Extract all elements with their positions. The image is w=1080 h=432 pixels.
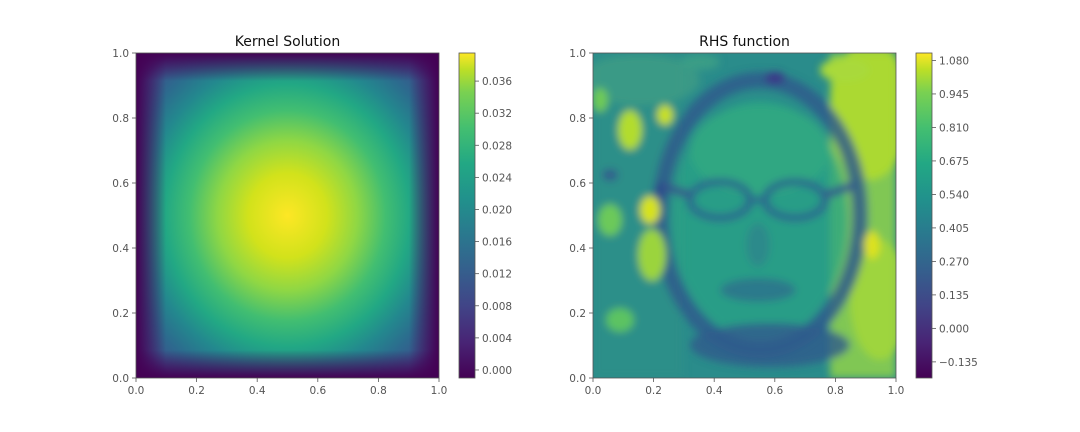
kernel-colorbar-tick-label: 0.008 [482,301,512,313]
rhs-x-tick-label: 1.0 [888,385,905,397]
kernel-x-tick-label: 0.8 [370,385,387,397]
kernel-colorbar-tick-label: 0.028 [482,140,512,152]
rhs-function-heatmap [593,53,896,378]
kernel-colorbar-tick-label: 0.020 [482,204,512,216]
rhs-colorbar [915,52,933,379]
kernel-y-tick-label: 0.2 [112,308,129,320]
kernel-colorbar-tick-label: 0.004 [482,333,512,345]
rhs-x-tick-label: 0.8 [827,385,844,397]
kernel-colorbar-tick-label: 0.012 [482,269,512,281]
rhs-colorbar-tick-label: 0.405 [939,223,969,235]
kernel-colorbar-tick-label: 0.024 [482,172,512,184]
rhs-colorbar-tick-label: 1.080 [939,55,969,67]
kernel-x-tick-label: 0.4 [249,385,266,397]
rhs-y-tick-label: 0.0 [569,373,586,385]
kernel-colorbar-tick-label: 0.016 [482,237,512,249]
rhs-chart-title: RHS function [699,34,790,50]
rhs-y-tick-label: 0.8 [569,113,586,125]
kernel-y-tick-label: 0.4 [112,243,129,255]
rhs-colorbar-tick-label: 0.270 [939,256,969,268]
kernel-x-tick-label: 0.2 [188,385,205,397]
kernel-y-tick-label: 0.0 [112,373,129,385]
kernel-x-tick-label: 0.6 [309,385,326,397]
rhs-colorbar-tick-label: 0.000 [939,323,969,335]
kernel-colorbar-tick-label: 0.032 [482,108,512,120]
rhs-x-tick-label: 0.2 [645,385,662,397]
rhs-x-tick-label: 0.0 [585,385,602,397]
kernel-axes-frame [135,52,440,379]
kernel-x-tick-label: 1.0 [431,385,448,397]
kernel-x-tick-label: 0.0 [128,385,145,397]
rhs-colorbar-tick-label: −0.135 [939,357,978,369]
rhs-y-tick-label: 0.6 [569,178,586,190]
rhs-colorbar-tick-label: 0.675 [939,156,969,168]
kernel-solution-heatmap [136,53,439,378]
kernel-y-tick-label: 1.0 [112,48,129,60]
rhs-colorbar-tick-label: 0.135 [939,290,969,302]
rhs-colorbar-tick-label: 0.810 [939,122,969,134]
rhs-colorbar-tick-label: 0.540 [939,189,969,201]
kernel-chart-title: Kernel Solution [235,34,340,50]
kernel-colorbar-tick-label: 0.000 [482,365,512,377]
kernel-y-tick-label: 0.6 [112,178,129,190]
kernel-colorbar-tick-label: 0.036 [482,76,512,88]
rhs-colorbar-tick-label: 0.945 [939,89,969,101]
rhs-axes-frame [592,52,897,379]
kernel-colorbar [458,52,476,379]
rhs-x-tick-label: 0.4 [706,385,723,397]
rhs-y-tick-label: 1.0 [569,48,586,60]
rhs-x-tick-label: 0.6 [766,385,783,397]
rhs-y-tick-label: 0.2 [569,308,586,320]
rhs-y-tick-label: 0.4 [569,243,586,255]
kernel-y-tick-label: 0.8 [112,113,129,125]
